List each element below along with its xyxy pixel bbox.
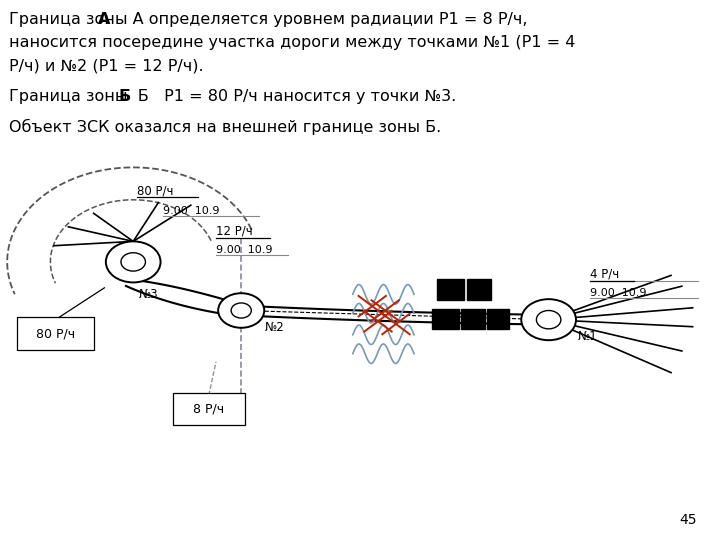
Text: Объект ЗСК оказался на внешней границе зоны Б.: Объект ЗСК оказался на внешней границе з… xyxy=(9,119,441,135)
Text: А: А xyxy=(98,12,111,27)
FancyBboxPatch shape xyxy=(173,393,245,425)
Text: Р/ч) и №2 (Р1 = 12 Р/ч).: Р/ч) и №2 (Р1 = 12 Р/ч). xyxy=(9,58,204,73)
Text: №2: №2 xyxy=(265,321,284,334)
Text: №1: №1 xyxy=(578,330,598,343)
Circle shape xyxy=(231,303,251,318)
Bar xyxy=(432,309,459,329)
Text: Б: Б xyxy=(119,89,131,104)
Text: 80 Р/ч: 80 Р/ч xyxy=(36,327,75,340)
Text: Граница зоны  Б   Р1 = 80 Р/ч наносится у точки №3.: Граница зоны Б Р1 = 80 Р/ч наносится у т… xyxy=(9,89,456,104)
Circle shape xyxy=(218,293,264,328)
Bar xyxy=(467,279,491,300)
Bar xyxy=(461,309,485,329)
Circle shape xyxy=(521,299,576,340)
Text: 8 Р/ч: 8 Р/ч xyxy=(193,402,225,415)
Text: наносится посередине участка дороги между точками №1 (Р1 = 4: наносится посередине участка дороги межд… xyxy=(9,35,576,50)
Text: Граница зоны А определяется уровнем радиации Р1 = 8 Р/ч,: Граница зоны А определяется уровнем ради… xyxy=(9,12,528,27)
Text: 9.00  10.9: 9.00 10.9 xyxy=(216,245,272,255)
Bar xyxy=(437,279,464,300)
Text: 80 Р/ч: 80 Р/ч xyxy=(137,184,174,197)
Text: 4 Р/ч: 4 Р/ч xyxy=(590,268,620,281)
Text: 9.00  10.9: 9.00 10.9 xyxy=(163,206,220,216)
Circle shape xyxy=(106,241,161,282)
Circle shape xyxy=(536,310,561,329)
Text: 45: 45 xyxy=(680,512,697,526)
Text: №3: №3 xyxy=(138,288,158,301)
Text: 12 Р/ч: 12 Р/ч xyxy=(216,225,253,238)
Circle shape xyxy=(121,253,145,271)
FancyBboxPatch shape xyxy=(17,317,94,350)
Bar xyxy=(487,309,509,329)
Text: 9.00  10.9: 9.00 10.9 xyxy=(590,288,647,298)
